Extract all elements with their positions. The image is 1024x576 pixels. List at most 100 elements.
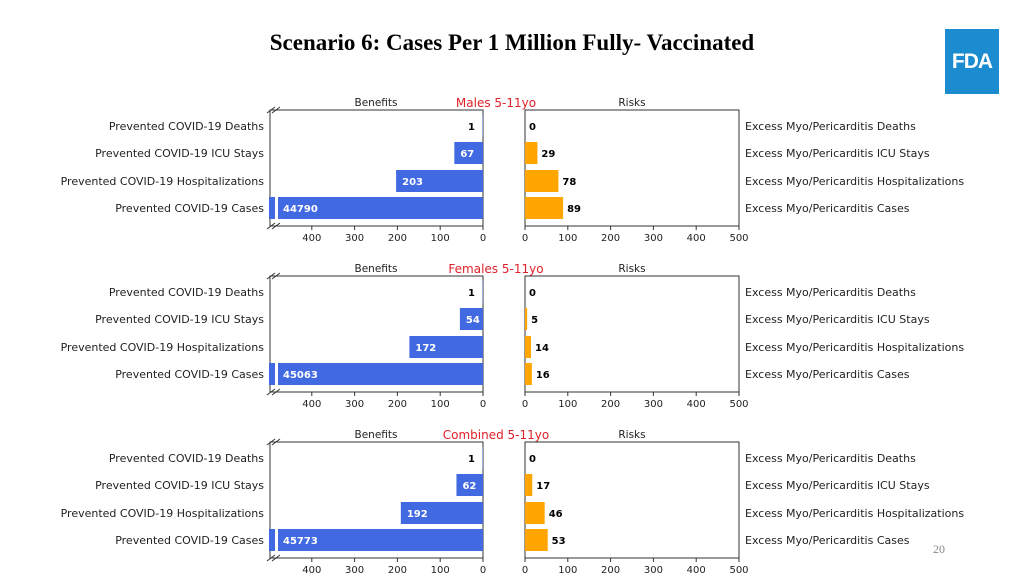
risk-value-label: 29 bbox=[541, 149, 555, 160]
risk-bar bbox=[525, 363, 532, 385]
benefit-bar bbox=[400, 502, 483, 524]
benefit-bar bbox=[269, 197, 483, 219]
benefit-tick-label: 400 bbox=[302, 399, 321, 410]
risk-tick-label: 100 bbox=[558, 399, 577, 410]
slide-title: Scenario 6: Cases Per 1 Million Fully- V… bbox=[269, 30, 755, 55]
benefits-header: Benefits bbox=[355, 429, 398, 441]
risk-tick-label: 0 bbox=[522, 399, 528, 410]
benefit-bar bbox=[456, 474, 483, 496]
risk-value-label: 46 bbox=[549, 509, 563, 520]
axis-break-mark-bottom bbox=[266, 554, 281, 562]
benefit-category-label: Prevented COVID-19 Hospitalizations bbox=[61, 341, 265, 354]
risk-category-label: Excess Myo/Pericarditis Cases bbox=[745, 368, 910, 381]
risk-tick-label: 100 bbox=[558, 233, 577, 244]
benefit-tick-label: 200 bbox=[388, 399, 407, 410]
risk-tick-label: 200 bbox=[601, 565, 620, 576]
risk-value-label: 0 bbox=[529, 454, 536, 465]
risk-tick-label: 400 bbox=[687, 233, 706, 244]
risk-bar bbox=[525, 197, 564, 219]
benefit-value-label: 1 bbox=[468, 454, 475, 465]
benefit-bar bbox=[459, 308, 483, 330]
risk-value-label: 16 bbox=[536, 370, 550, 381]
risk-value-label: 17 bbox=[536, 481, 550, 492]
risk-value-label: 53 bbox=[552, 536, 566, 547]
benefit-tick-label: 300 bbox=[345, 233, 364, 244]
benefit-category-label: Prevented COVID-19 Hospitalizations bbox=[61, 175, 265, 188]
benefits-header: Benefits bbox=[355, 97, 398, 109]
benefit-category-label: Prevented COVID-19 Deaths bbox=[109, 120, 264, 133]
axis-break-mark-top bbox=[266, 106, 281, 114]
benefit-value-label: 45773 bbox=[283, 536, 318, 547]
benefits-plot-frame bbox=[269, 441, 484, 559]
risk-bar bbox=[525, 502, 545, 524]
risk-value-label: 14 bbox=[535, 343, 549, 354]
benefit-bar bbox=[269, 529, 483, 551]
risk-tick-label: 0 bbox=[522, 565, 528, 576]
benefits-header: Benefits bbox=[355, 263, 398, 275]
chart-title: Females 5-11yo bbox=[448, 262, 543, 276]
bar-break-gap bbox=[275, 196, 278, 220]
benefit-tick-label: 300 bbox=[345, 565, 364, 576]
benefit-value-label: 192 bbox=[407, 509, 428, 520]
benefit-tick-label: 100 bbox=[431, 233, 450, 244]
risks-header: Risks bbox=[618, 263, 645, 275]
benefit-value-label: 172 bbox=[415, 343, 436, 354]
risks-header: Risks bbox=[618, 97, 645, 109]
benefit-tick-label: 200 bbox=[388, 565, 407, 576]
risk-tick-label: 400 bbox=[687, 399, 706, 410]
risk-bar bbox=[525, 529, 548, 551]
benefit-value-label: 44790 bbox=[283, 204, 318, 215]
benefit-value-label: 54 bbox=[466, 315, 480, 326]
benefit-bar bbox=[409, 336, 483, 358]
risk-bar bbox=[525, 142, 538, 164]
risk-tick-label: 200 bbox=[601, 399, 620, 410]
benefit-value-label: 62 bbox=[462, 481, 476, 492]
risk-category-label: Excess Myo/Pericarditis Deaths bbox=[745, 286, 916, 299]
benefits-plot-frame bbox=[269, 275, 484, 393]
risk-value-label: 0 bbox=[529, 122, 536, 133]
benefit-category-label: Prevented COVID-19 Cases bbox=[115, 202, 264, 215]
risk-value-label: 78 bbox=[562, 177, 576, 188]
risk-bar bbox=[525, 308, 528, 330]
benefit-tick-label: 100 bbox=[431, 565, 450, 576]
risk-category-label: Excess Myo/Pericarditis Hospitalizations bbox=[745, 507, 964, 520]
benefit-category-label: Prevented COVID-19 Cases bbox=[115, 368, 264, 381]
benefit-tick-label: 300 bbox=[345, 399, 364, 410]
risk-category-label: Excess Myo/Pericarditis Hospitalizations bbox=[745, 175, 964, 188]
axis-break-mark-top bbox=[266, 438, 281, 446]
risk-tick-label: 300 bbox=[644, 233, 663, 244]
benefit-value-label: 1 bbox=[468, 288, 475, 299]
risk-tick-label: 0 bbox=[522, 233, 528, 244]
risk-tick-label: 300 bbox=[644, 399, 663, 410]
benefit-tick-label: 200 bbox=[388, 233, 407, 244]
risk-value-label: 89 bbox=[567, 204, 581, 215]
benefit-category-label: Prevented COVID-19 Cases bbox=[115, 534, 264, 547]
benefit-value-label: 203 bbox=[402, 177, 423, 188]
risk-bar bbox=[525, 170, 559, 192]
benefit-category-label: Prevented COVID-19 ICU Stays bbox=[95, 147, 264, 160]
risk-tick-label: 400 bbox=[687, 565, 706, 576]
risk-tick-label: 300 bbox=[644, 565, 663, 576]
benefit-category-label: Prevented COVID-19 Deaths bbox=[109, 286, 264, 299]
benefit-value-label: 67 bbox=[460, 149, 474, 160]
benefit-tick-label: 0 bbox=[480, 233, 486, 244]
benefit-category-label: Prevented COVID-19 ICU Stays bbox=[95, 313, 264, 326]
benefit-tick-label: 400 bbox=[302, 565, 321, 576]
risks-header: Risks bbox=[618, 429, 645, 441]
risk-tick-label: 500 bbox=[729, 565, 748, 576]
risks-plot-frame bbox=[524, 109, 740, 227]
risk-category-label: Excess Myo/Pericarditis ICU Stays bbox=[745, 147, 930, 160]
risk-category-label: Excess Myo/Pericarditis Deaths bbox=[745, 120, 916, 133]
risk-tick-label: 500 bbox=[729, 399, 748, 410]
axis-break-mark-bottom bbox=[266, 222, 281, 230]
benefit-value-label: 1 bbox=[468, 122, 475, 133]
benefit-tick-label: 0 bbox=[480, 565, 486, 576]
axis-break-mark-bottom bbox=[266, 388, 281, 396]
bar-break-gap bbox=[275, 528, 278, 552]
risk-tick-label: 200 bbox=[601, 233, 620, 244]
risk-bar bbox=[525, 474, 533, 496]
risk-tick-label: 100 bbox=[558, 565, 577, 576]
benefit-category-label: Prevented COVID-19 Hospitalizations bbox=[61, 507, 265, 520]
risks-plot-frame bbox=[524, 441, 740, 559]
